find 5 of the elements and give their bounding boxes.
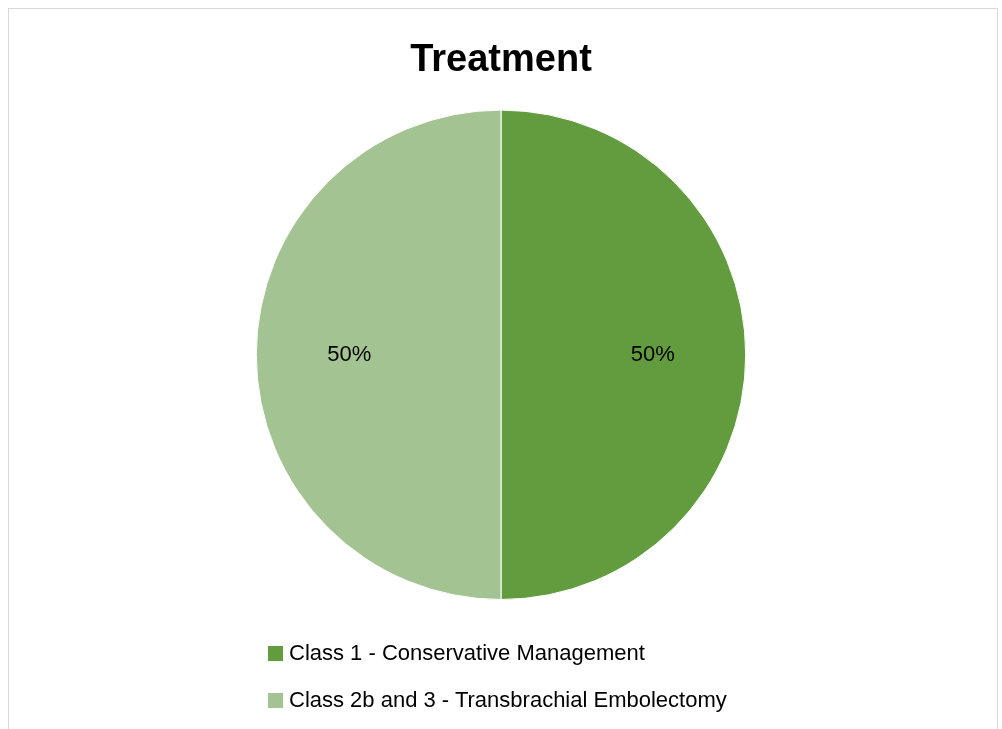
data-label: 50% bbox=[630, 340, 675, 366]
legend-label: Class 1 - Conservative Management bbox=[289, 640, 645, 666]
chart-title: Treatment bbox=[410, 37, 593, 80]
data-label: 50% bbox=[327, 340, 372, 366]
legend-label: Class 2b and 3 - Transbrachial Embolectomy bbox=[289, 687, 727, 713]
